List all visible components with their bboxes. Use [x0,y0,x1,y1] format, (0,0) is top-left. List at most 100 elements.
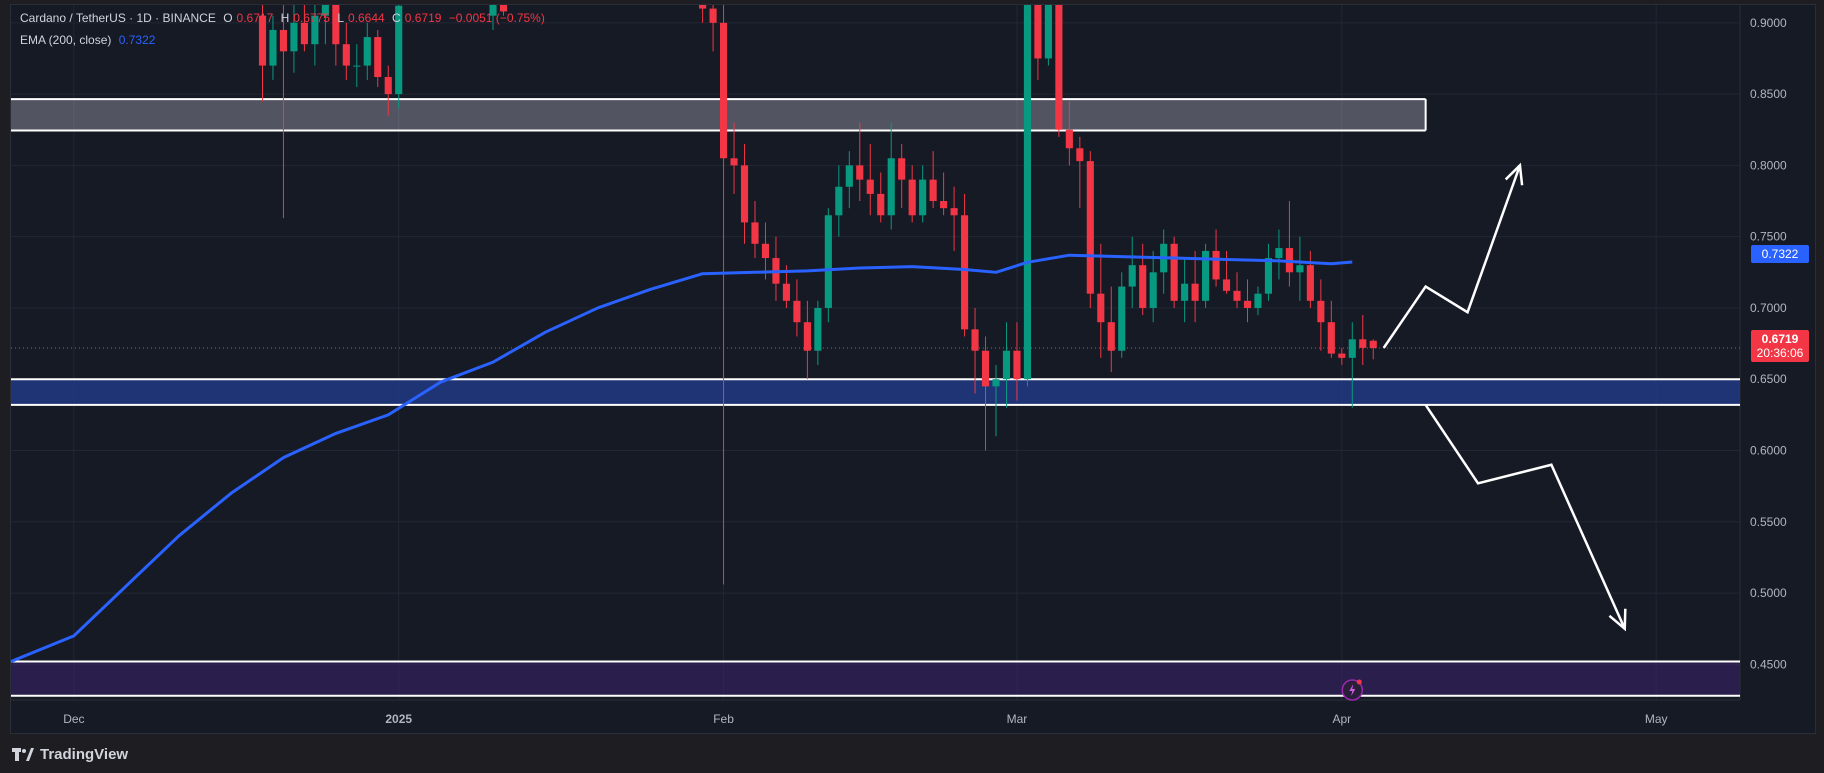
lightning-icon [1349,684,1356,696]
candle-body[interactable] [1065,129,1073,149]
candle-body[interactable] [1149,272,1157,308]
candle-body[interactable] [1348,339,1356,358]
tradingview-brand: TradingView [40,746,129,763]
candle-body[interactable] [300,22,308,45]
candle-body[interactable] [269,29,277,66]
bullish-projection-arrowhead [1504,162,1524,186]
candle-body[interactable] [363,37,371,66]
candle-body[interactable] [1128,265,1136,287]
candle-body[interactable] [1222,279,1231,291]
candle-body[interactable] [1181,283,1189,301]
candle-body[interactable] [1170,243,1178,301]
candle-body[interactable] [824,215,832,308]
candle-body[interactable] [751,222,759,244]
ema-price-tag: 0.7322 [1751,245,1809,263]
candle-body[interactable] [1212,250,1220,280]
candle-body[interactable] [845,165,853,187]
candle-body[interactable] [709,8,717,23]
candle-body[interactable] [499,1,508,12]
price-chart[interactable]: 0.9000 0.8500 0.8000 0.7500 0.7000 0.6500 0.60… [0,0,1824,738]
candle-body[interactable] [1359,339,1367,348]
high-label: H [280,11,290,25]
open-value: 0.6717 [236,11,274,25]
candle-body[interactable] [887,158,895,216]
candle-body[interactable] [740,165,749,223]
bearish-projection [1424,404,1626,630]
candle-body[interactable] [898,158,906,180]
candle-body[interactable] [1139,265,1147,308]
candle-body[interactable] [699,0,707,9]
candle-body[interactable] [332,1,340,45]
candle-body[interactable] [311,15,319,45]
candle-body[interactable] [908,179,916,216]
y-tick-label: 0.5500 [1750,515,1787,529]
last-price-value: 0.6719 [1761,332,1799,346]
candle-body[interactable] [1097,293,1105,323]
candle-body[interactable] [919,179,927,216]
candle-body[interactable] [1107,322,1115,351]
indicator-value: 0.7322 [118,33,156,47]
tradingview-logo-icon [12,747,34,761]
candle-body[interactable] [730,158,738,166]
candle-body[interactable] [374,37,382,77]
y-tick-label: 0.7500 [1750,230,1787,244]
candle-body[interactable] [1275,248,1283,259]
candle-body[interactable] [258,15,267,66]
candle-body[interactable] [814,307,822,351]
candle-body[interactable] [1002,350,1011,380]
candle-body[interactable] [1317,300,1325,323]
candle-body[interactable] [1243,300,1252,308]
candle-body[interactable] [793,300,801,323]
candle-body[interactable] [1076,148,1084,162]
candle-body[interactable] [1338,353,1346,358]
x-tick-label: Mar [1007,712,1028,726]
candle-body[interactable] [1055,1,1063,130]
candle-body[interactable] [1023,0,1032,380]
candle-body[interactable] [1327,322,1335,354]
candle-body[interactable] [940,201,948,209]
candle-body[interactable] [342,44,350,66]
candle-body[interactable] [321,1,329,16]
candle-body[interactable] [1034,0,1042,59]
candle-body[interactable] [1264,258,1273,294]
candle-body[interactable] [971,329,979,351]
candle-body[interactable] [929,179,937,202]
candle-body[interactable] [290,22,298,52]
candle-body[interactable] [1254,293,1262,308]
candle-body[interactable] [835,186,843,216]
candle-body[interactable] [384,76,392,95]
candle-body[interactable] [1306,265,1314,301]
candle-body[interactable] [950,208,958,216]
notification-dot [1356,679,1362,685]
candle-body[interactable] [1086,161,1094,294]
tradingview-logo[interactable]: TradingView [12,746,128,763]
candle-body[interactable] [353,65,361,67]
x-tick-label: May [1645,712,1668,726]
candle-body[interactable] [1369,340,1377,349]
chart-frame[interactable] [10,4,1816,734]
candle-body[interactable] [1118,286,1126,351]
candle-body[interactable] [279,29,288,52]
candle-body[interactable] [782,283,790,301]
candle-body[interactable] [719,22,728,159]
candle-body[interactable] [856,165,864,180]
candle-body[interactable] [489,1,497,16]
open-label: O [223,11,233,25]
candle-body[interactable] [992,379,1000,387]
candle-body[interactable] [803,322,811,351]
candle-body[interactable] [1202,250,1210,301]
candle-body[interactable] [395,5,403,95]
symbol-title: Cardano / TetherUS · 1D · BINANCE [20,11,216,25]
candle-body[interactable] [1013,350,1021,380]
candle-body[interactable] [1296,265,1304,273]
y-tick-label: 0.7000 [1750,301,1787,315]
candle-body[interactable] [866,179,874,194]
indicator-header[interactable]: EMA (200, close) 0.7322 [20,33,159,47]
candle-body[interactable] [1044,1,1052,59]
candle-body[interactable] [981,350,990,387]
candle-body[interactable] [877,193,885,216]
candle-body[interactable] [1191,283,1199,301]
candle-body[interactable] [961,215,969,330]
candle-body[interactable] [1233,290,1241,301]
candle-body[interactable] [761,243,770,259]
